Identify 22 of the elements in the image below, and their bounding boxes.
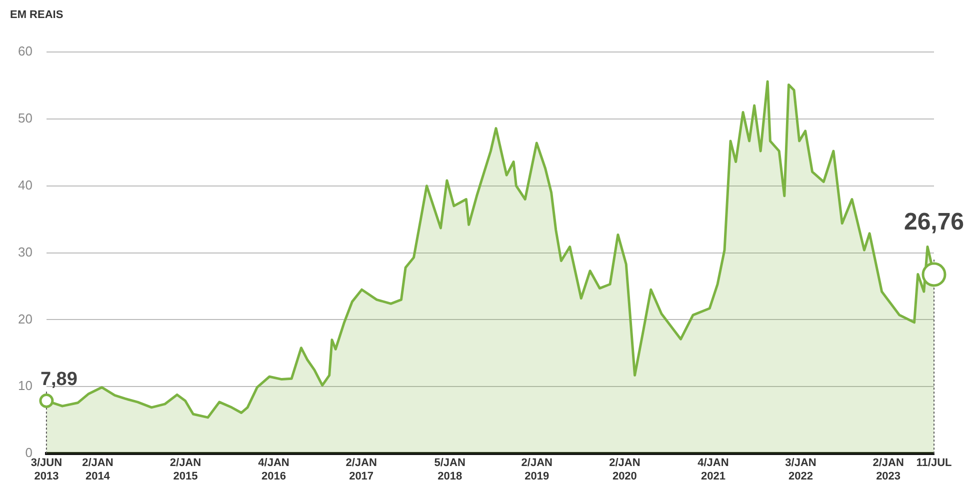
x-tick-label: 11/JUL [916,457,952,470]
y-tick-label: 50 [18,110,32,126]
x-tick-label: 2/JAN 2019 [521,457,553,482]
x-tick-label: 2/JAN 2015 [170,457,202,482]
x-tick-label: 2/JAN 2020 [609,457,640,482]
y-tick-label: 60 [18,44,32,59]
x-tick-label: 3/JUN 2013 [30,457,62,482]
y-tick-label: 0 [25,445,32,460]
x-tick-label: 5/JAN 2018 [434,457,466,482]
x-tick-label: 2/JAN 2023 [872,457,904,482]
x-tick-label: 2/JAN 2017 [346,457,377,482]
y-tick-label: 20 [18,311,32,326]
x-tick-label: 4/JAN 2021 [698,457,729,482]
annotation: 7,89 [40,368,78,390]
x-tick-label: 3/JAN 2022 [785,457,816,482]
x-tick-label: 4/JAN 2016 [258,457,290,482]
y-tick-label: 40 [18,177,32,192]
y-tick-label: 10 [18,378,32,394]
y-tick-label: 30 [18,244,32,260]
annotation: 26,76 [904,208,964,236]
x-tick-label: 2/JAN 2014 [82,457,114,482]
y-axis-title: EM REAIS [10,9,64,21]
